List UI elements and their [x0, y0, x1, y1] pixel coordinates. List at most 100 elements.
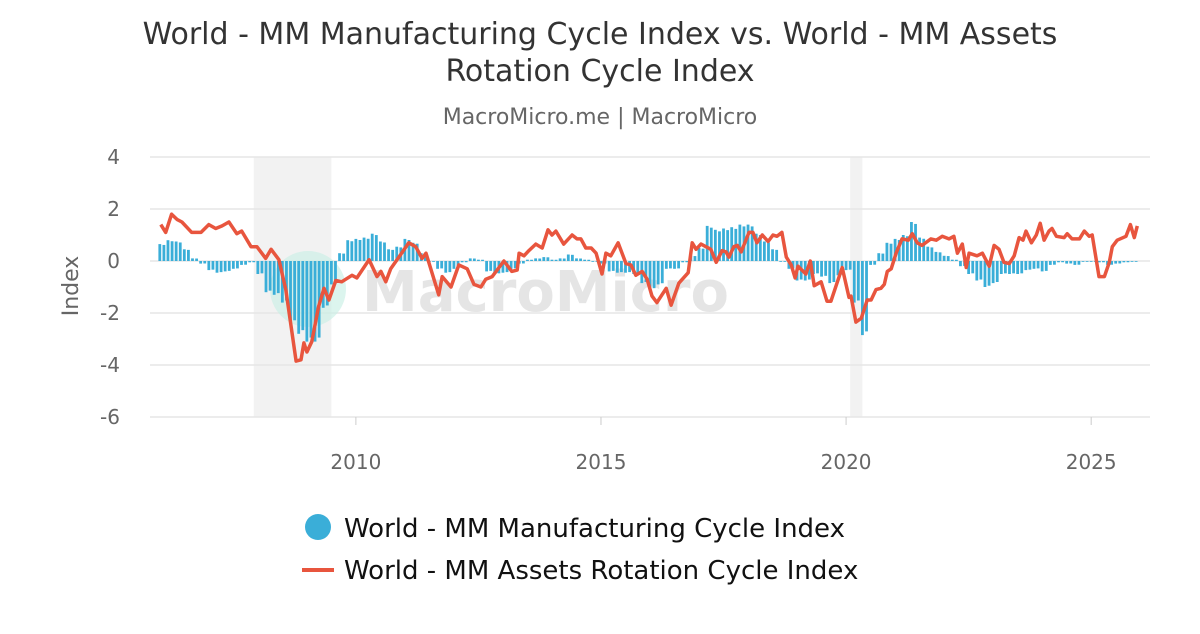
bar	[950, 259, 954, 261]
bar	[546, 257, 550, 261]
bar	[1016, 261, 1020, 274]
bar	[885, 242, 889, 261]
bar	[922, 238, 926, 261]
bar	[775, 249, 779, 261]
bar	[1118, 261, 1122, 264]
bar	[620, 261, 623, 273]
x-axis-ticks: 2010 2015 2020 2025	[330, 417, 1117, 474]
legend-label: World - MM Manufacturing Cycle Index	[344, 514, 845, 544]
y-tick-label: -2	[100, 301, 120, 325]
bar	[309, 261, 313, 338]
bar	[934, 251, 938, 261]
bar	[1102, 261, 1105, 263]
bar	[718, 231, 721, 261]
bar	[542, 257, 546, 261]
bar	[726, 230, 730, 261]
bar	[268, 261, 272, 291]
bar	[750, 226, 754, 261]
bar	[383, 242, 386, 261]
bar	[346, 240, 350, 261]
bar	[313, 261, 317, 342]
bar	[1077, 261, 1081, 265]
bar	[754, 233, 758, 261]
bar	[636, 261, 640, 274]
chart-subtitle: MacroMicro.me | MacroMicro	[443, 105, 758, 130]
bar	[615, 261, 619, 273]
bar	[967, 261, 971, 274]
legend-item-manufacturing[interactable]: World - MM Manufacturing Cycle Index	[305, 514, 845, 544]
chart-title-line-2: Rotation Cycle Index	[445, 54, 754, 89]
bar	[1012, 261, 1015, 274]
bar	[816, 261, 819, 274]
bar	[223, 261, 227, 272]
bar	[203, 261, 207, 264]
bar	[791, 261, 795, 269]
bar	[918, 237, 922, 261]
bar	[1126, 261, 1130, 263]
chart-title-line-1: World - MM Manufacturing Cycle Index vs.…	[143, 17, 1058, 52]
bar	[783, 261, 787, 262]
bar	[162, 244, 166, 261]
bar	[709, 227, 713, 261]
bar	[1004, 261, 1007, 274]
bar	[697, 248, 701, 261]
bar	[910, 222, 913, 261]
x-tick-label: 2015	[576, 450, 627, 474]
bar	[979, 261, 983, 280]
bar	[550, 259, 554, 261]
bar	[1053, 261, 1056, 265]
bar	[481, 259, 484, 261]
bar	[366, 238, 370, 261]
shaded-period	[850, 157, 863, 417]
bar	[289, 261, 292, 324]
bar	[219, 261, 223, 273]
bar	[946, 256, 950, 261]
bar	[926, 246, 930, 261]
bar	[1130, 261, 1134, 262]
bar	[395, 246, 399, 261]
bar	[575, 258, 578, 261]
bar	[329, 261, 333, 285]
bar	[987, 261, 991, 286]
bar	[848, 261, 852, 270]
bar	[191, 258, 194, 261]
bar	[231, 261, 235, 269]
bar	[358, 240, 362, 261]
y-tick-label: -4	[100, 353, 120, 377]
bar	[730, 227, 734, 261]
assets-rotation-line	[159, 212, 1139, 363]
bar	[652, 261, 656, 289]
bar	[444, 261, 448, 273]
y-axis-ticks: 4 2 0 -2 -4 -6	[100, 145, 120, 429]
bar	[583, 259, 587, 261]
bar	[460, 261, 464, 263]
bar	[624, 261, 627, 273]
legend-label: World - MM Assets Rotation Cycle Index	[344, 556, 858, 586]
bar	[832, 261, 836, 282]
bar	[942, 255, 946, 261]
bar	[174, 241, 178, 261]
bar	[227, 261, 231, 271]
legend-item-assets-rotation[interactable]: World - MM Assets Rotation Cycle Index	[302, 556, 858, 586]
bar	[844, 261, 848, 271]
bar	[677, 261, 681, 269]
bar	[893, 238, 897, 261]
bar	[342, 253, 346, 261]
bar	[285, 261, 288, 301]
bar	[656, 261, 660, 285]
bar	[779, 261, 783, 262]
bar	[513, 261, 517, 269]
bar	[877, 253, 881, 261]
bar	[354, 238, 358, 261]
bar	[599, 261, 603, 264]
bar	[607, 261, 611, 272]
bar	[1036, 261, 1040, 269]
legend-marker-circle-icon	[305, 514, 331, 540]
bar	[211, 261, 215, 270]
bar	[852, 261, 856, 303]
bar	[562, 258, 566, 261]
bar	[554, 259, 558, 261]
legend: World - MM Manufacturing Cycle Index Wor…	[302, 514, 858, 586]
bar	[1008, 261, 1011, 274]
